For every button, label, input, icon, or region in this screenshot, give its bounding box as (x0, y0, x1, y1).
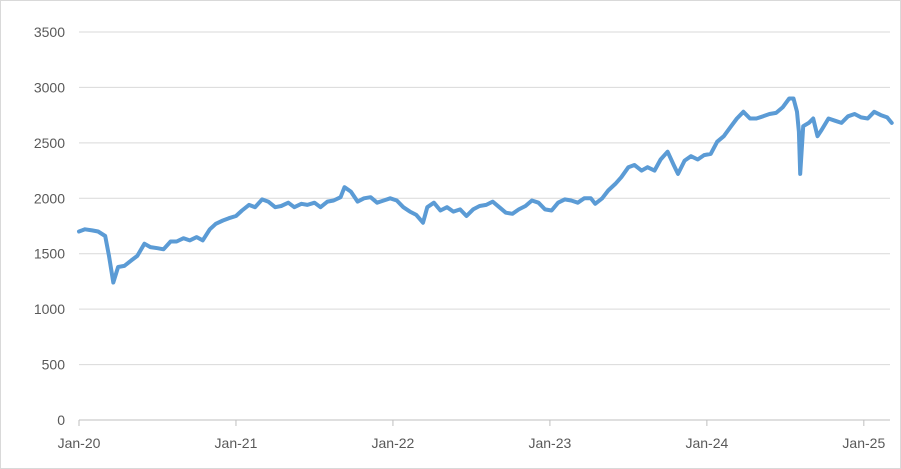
x-tick-label: Jan-22 (372, 435, 415, 451)
x-axis-tick-labels: Jan-20 Jan-21 Jan-22 Jan-23 Jan-24 Jan-25 (58, 435, 886, 451)
y-tick-label: 3500 (34, 24, 65, 40)
x-tick-label: Jan-20 (58, 435, 101, 451)
series-layer (77, 96, 894, 285)
y-tick-label: 1500 (34, 246, 65, 262)
x-tick-label: Jan-24 (685, 435, 728, 451)
y-tick-label: 2500 (34, 135, 65, 151)
x-tick-label: Jan-21 (215, 435, 258, 451)
x-tick-label: Jan-23 (528, 435, 571, 451)
y-tick-label: 0 (57, 412, 65, 428)
y-axis-tick-labels: 0 500 1000 1500 2000 2500 3000 3500 (34, 24, 65, 428)
series-points-0 (79, 98, 892, 282)
y-tick-label: 3000 (34, 79, 65, 95)
series-line-0 (77, 96, 894, 285)
y-tick-label: 1000 (34, 301, 65, 317)
x-tick-label: Jan-25 (842, 435, 885, 451)
y-tick-label: 500 (42, 357, 66, 373)
axes (78, 419, 890, 426)
gridlines (79, 31, 890, 366)
y-tick-label: 2000 (34, 190, 65, 206)
